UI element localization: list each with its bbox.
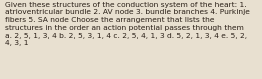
- Text: Given these structures of the conduction system of the heart: 1.
atrioventricula: Given these structures of the conduction…: [5, 2, 250, 46]
